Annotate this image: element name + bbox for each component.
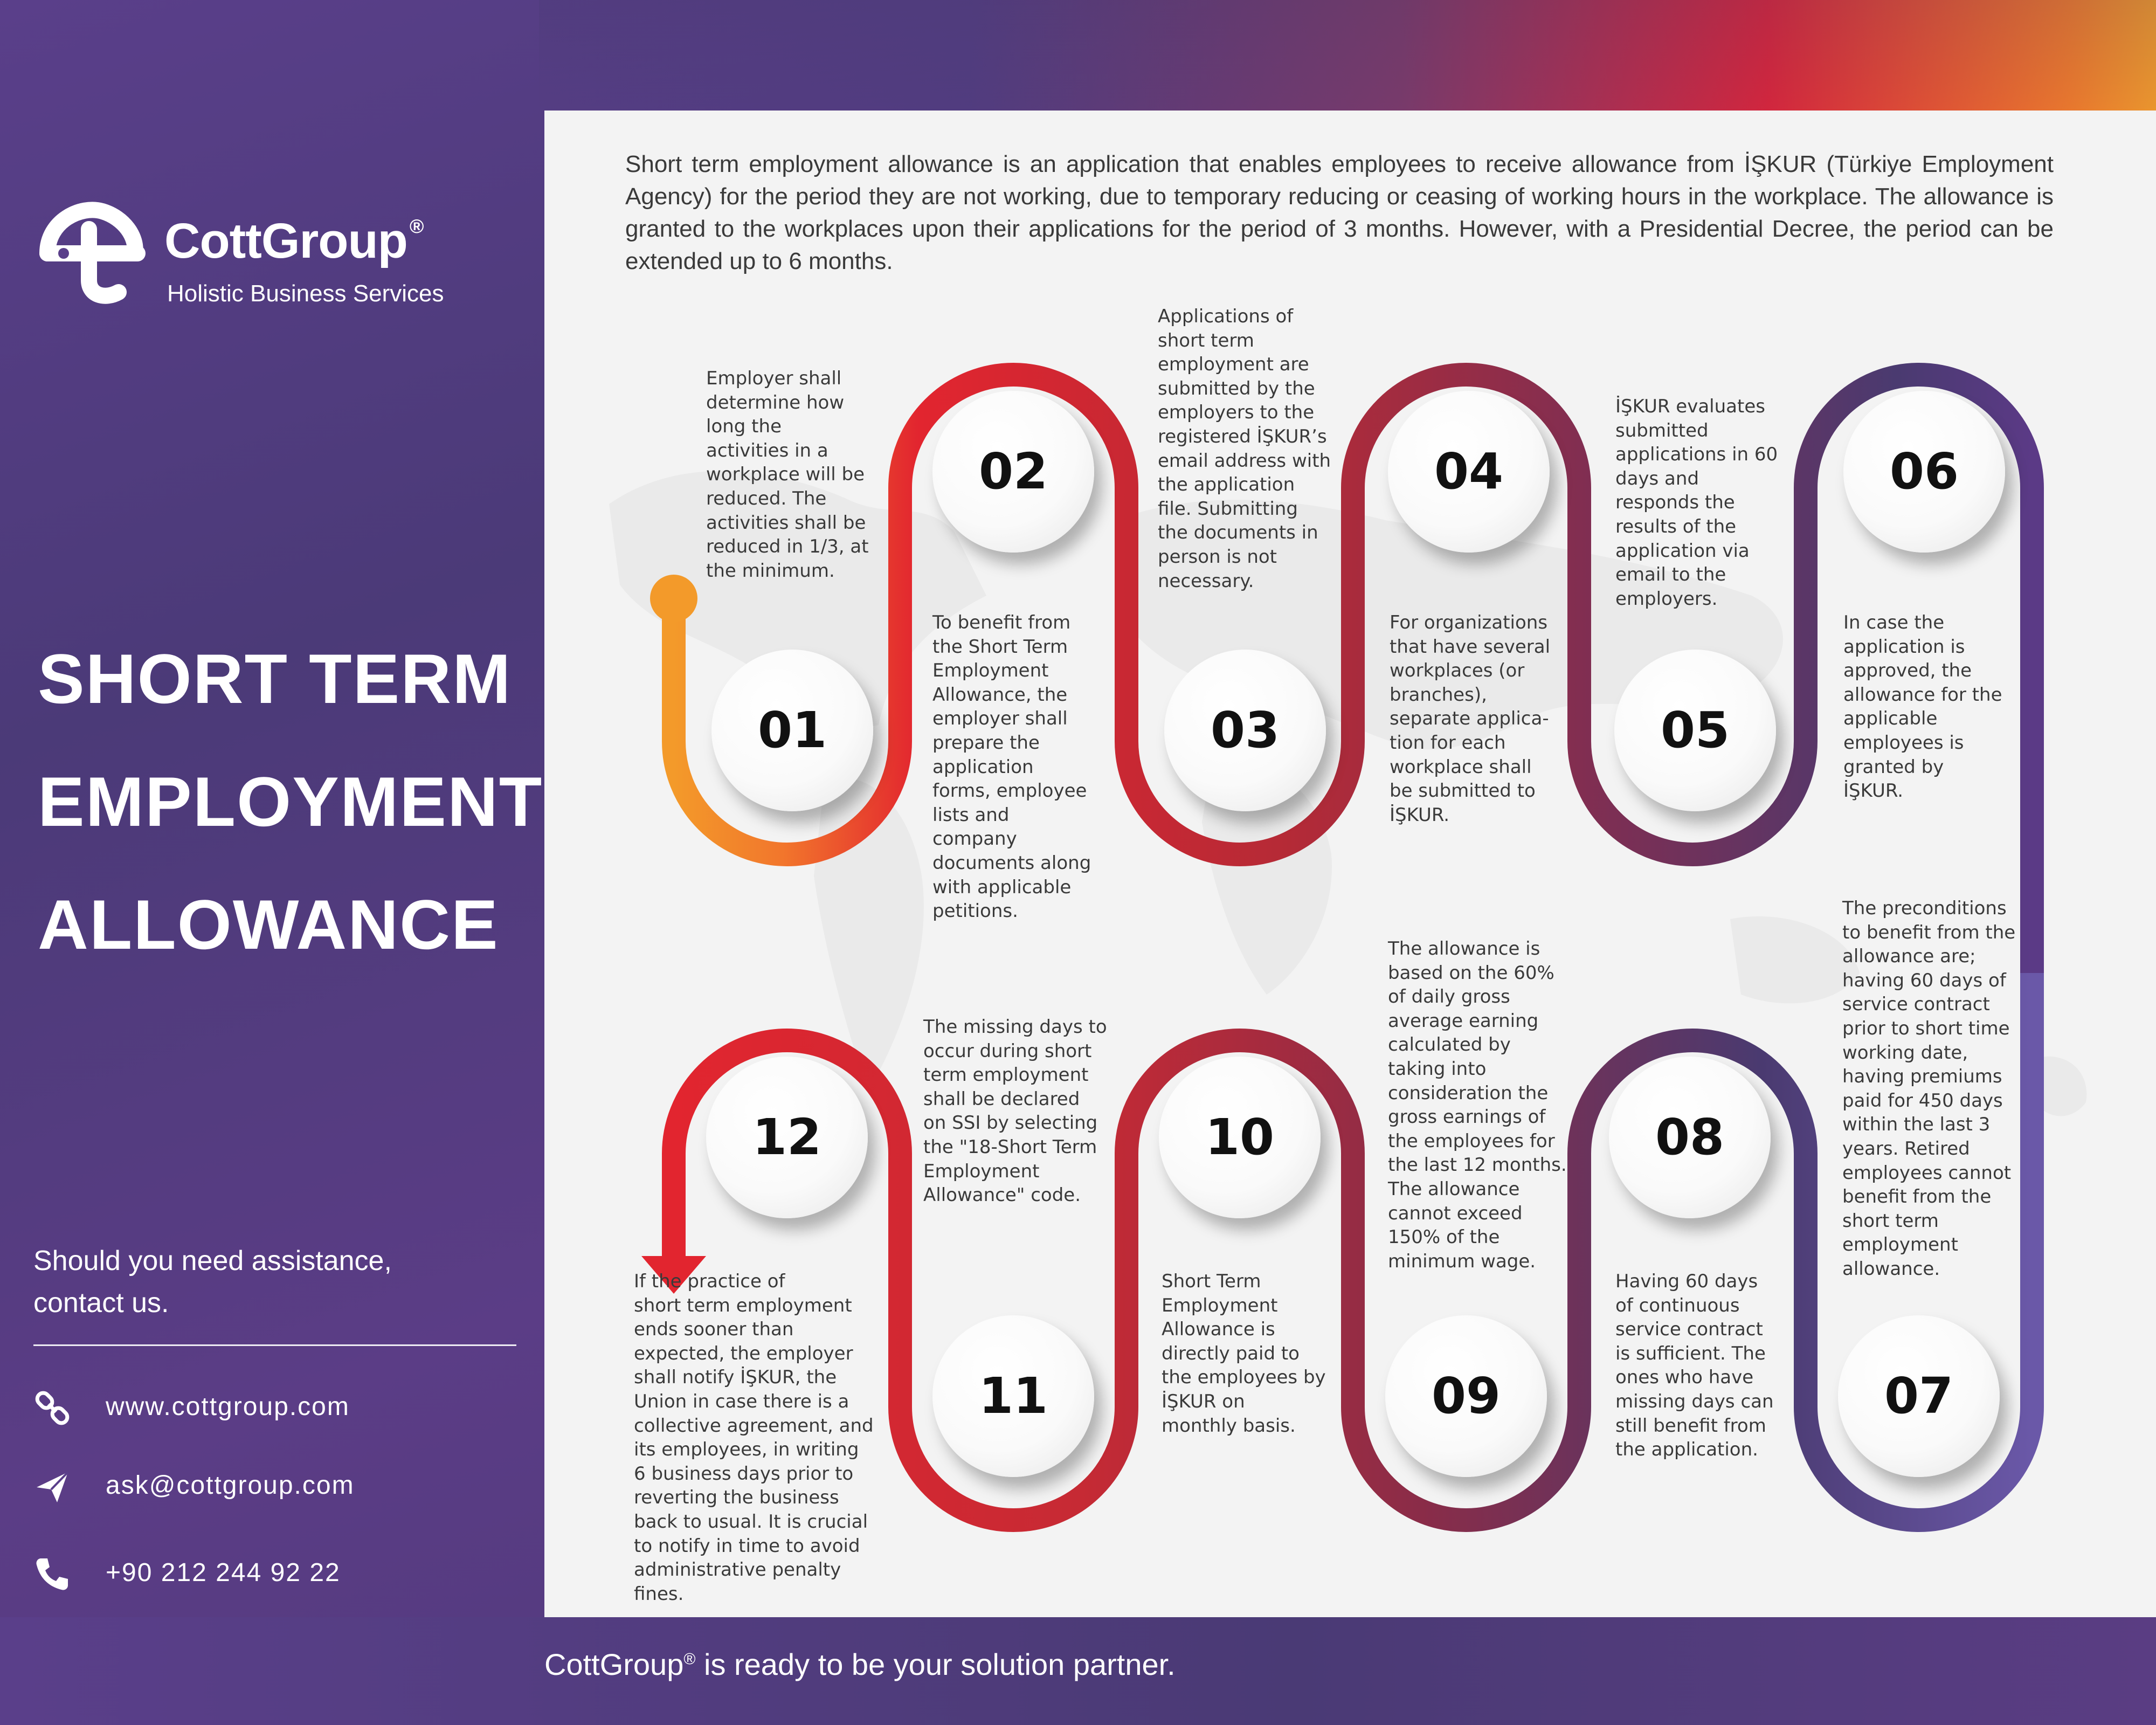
step-circle-08: 08 xyxy=(1609,1057,1771,1218)
step-text-04: For organizations that have several work… xyxy=(1390,612,1551,826)
step-circle-01: 01 xyxy=(711,650,873,811)
phone-link[interactable]: +90 212 244 92 22 xyxy=(33,1552,519,1596)
phone-text: +90 212 244 92 22 xyxy=(106,1558,341,1587)
footer-registered: ® xyxy=(683,1650,696,1668)
step-text-08: Having 60 days of continuous service con… xyxy=(1615,1271,1774,1461)
step-circle-09: 09 xyxy=(1385,1315,1547,1477)
step-circle-06: 06 xyxy=(1843,391,2005,553)
step-text-09: The allowance is based on the 60% of dai… xyxy=(1388,938,1567,1272)
title-line: EMPLOYMENT xyxy=(38,762,543,841)
step-number: 01 xyxy=(757,701,827,759)
step-number: 10 xyxy=(1205,1108,1275,1166)
intro-paragraph: Short term employment allowance is an ap… xyxy=(625,151,2054,274)
step-number: 06 xyxy=(1889,443,1959,500)
content-panel: Short term employment allowance is an ap… xyxy=(544,111,2156,1617)
step-text-06: In case the application is approved, the… xyxy=(1843,612,2002,802)
step-number: 03 xyxy=(1210,701,1280,759)
assistance-text: Should you need assistance, contact us. xyxy=(33,1240,519,1324)
contact-divider xyxy=(33,1344,516,1346)
page-title: SHORT TERM EMPLOYMENT ALLOWANCE xyxy=(38,617,543,986)
header-gradient-band xyxy=(0,0,2156,111)
step-number: 04 xyxy=(1434,443,1504,500)
step-circle-02: 02 xyxy=(932,391,1094,553)
step-text-07: The preconditions to benefit from the al… xyxy=(1842,898,2016,1280)
cottgroup-logo-icon xyxy=(39,202,146,304)
step-circle-07: 07 xyxy=(1838,1315,2000,1477)
step-circle-03: 03 xyxy=(1164,650,1326,811)
footer-brand: CottGroup xyxy=(544,1647,684,1681)
website-link[interactable]: www.cottgroup.com xyxy=(33,1386,519,1430)
step-circle-04: 04 xyxy=(1388,391,1550,553)
send-icon xyxy=(37,1471,69,1502)
link-icon xyxy=(35,1391,70,1425)
brand-name: CottGroup ® xyxy=(164,213,424,268)
step-circle-12: 12 xyxy=(706,1057,868,1218)
footer-band xyxy=(0,1617,2156,1725)
phone-icon xyxy=(36,1558,68,1590)
email-link[interactable]: ask@cottgroup.com xyxy=(33,1465,519,1508)
step-text-11: The missing days to occur during short t… xyxy=(923,1016,1107,1206)
header-shade xyxy=(539,0,2156,111)
assistance-line: Should you need assistance, xyxy=(33,1245,392,1276)
step-text-01: Employer shall determine how long the ac… xyxy=(706,368,869,582)
step-number: 07 xyxy=(1884,1367,1954,1425)
footer-tagline: CottGroup® is ready to be your solution … xyxy=(544,1647,1176,1682)
step-circle-11: 11 xyxy=(932,1315,1094,1477)
brand-logo[interactable]: CottGroup ® Holistic Business Services xyxy=(38,199,523,318)
step-text-05: İŞKUR evaluates submitted applications i… xyxy=(1615,396,1778,610)
step-number: 12 xyxy=(752,1108,822,1166)
step-text-12: If the practice of short term employment… xyxy=(634,1271,874,1605)
step-number: 05 xyxy=(1660,701,1730,759)
email-text: ask@cottgroup.com xyxy=(106,1471,355,1500)
step-circle-10: 10 xyxy=(1159,1057,1321,1218)
website-text: www.cottgroup.com xyxy=(106,1392,350,1421)
step-number: 08 xyxy=(1655,1108,1725,1166)
step-number: 02 xyxy=(978,443,1048,500)
step-circle-05: 05 xyxy=(1614,650,1776,811)
step-number: 11 xyxy=(978,1367,1048,1425)
footer-text: is ready to be your solution partner. xyxy=(695,1647,1176,1681)
step-text-10: Short Term Employment Allowance is direc… xyxy=(1162,1271,1326,1437)
step-text-03: Applications of short term employment ar… xyxy=(1158,306,1331,592)
brand-tagline: Holistic Business Services xyxy=(167,280,444,307)
title-line: ALLOWANCE xyxy=(38,885,499,964)
assistance-line: contact us. xyxy=(33,1287,169,1319)
process-path xyxy=(641,363,2044,1532)
title-line: SHORT TERM xyxy=(38,639,512,718)
step-text-02: To benefit from the Short Term Employmen… xyxy=(932,612,1091,922)
step-number: 09 xyxy=(1431,1367,1501,1425)
